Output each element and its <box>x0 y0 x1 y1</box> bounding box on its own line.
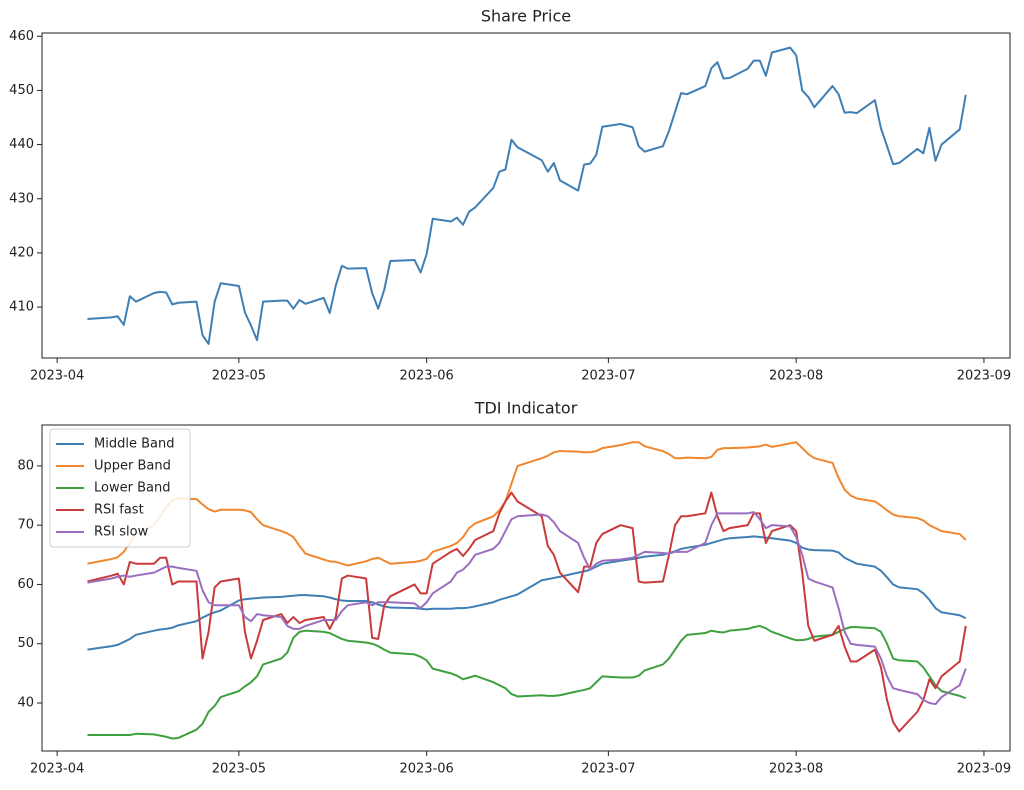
chart-title: Share Price <box>481 7 571 26</box>
y-tick-label: 60 <box>17 577 34 592</box>
y-tick-label: 430 <box>9 191 34 206</box>
y-tick-label: 460 <box>9 29 34 44</box>
x-tick-label: 2023-06 <box>399 369 453 384</box>
x-tick-label: 2023-07 <box>581 762 635 777</box>
legend: Middle Band Upper Band Lower Band RSI fast R… <box>49 428 191 548</box>
x-tick-label: 2023-04 <box>30 369 84 384</box>
y-tick-label: 420 <box>9 245 34 260</box>
x-tick-label: 2023-05 <box>212 369 266 384</box>
x-tick-label: 2023-06 <box>399 762 453 777</box>
legend-label: Upper Band <box>94 459 171 474</box>
axes-frame <box>41 424 1011 752</box>
y-tick-label: 40 <box>17 695 34 710</box>
x-tick-label: 2023-07 <box>581 369 635 384</box>
y-tick-label: 80 <box>17 458 34 473</box>
legend-label: Lower Band <box>94 481 170 496</box>
x-tick-label: 2023-09 <box>957 369 1011 384</box>
legend-label: Middle Band <box>94 437 174 452</box>
series-line <box>87 46 967 345</box>
series-line <box>87 491 967 733</box>
legend-label: RSI fast <box>94 503 144 518</box>
series-line <box>87 441 967 567</box>
x-tick-label: 2023-09 <box>957 762 1011 777</box>
x-tick-label: 2023-08 <box>769 762 823 777</box>
chart-title: TDI Indicator <box>474 399 578 418</box>
y-tick-label: 410 <box>9 300 34 315</box>
legend-box <box>49 428 191 548</box>
y-tick-label: 450 <box>9 83 34 98</box>
series-line <box>87 624 967 740</box>
y-tick-label: 70 <box>17 518 34 533</box>
x-tick-label: 2023-05 <box>212 762 266 777</box>
series-line <box>87 511 967 706</box>
legend-label: RSI slow <box>94 525 149 540</box>
x-tick-label: 2023-04 <box>30 762 84 777</box>
axes-frame <box>41 32 1011 359</box>
x-tick-label: 2023-08 <box>769 369 823 384</box>
y-tick-label: 50 <box>17 636 34 651</box>
y-tick-label: 440 <box>9 137 34 152</box>
